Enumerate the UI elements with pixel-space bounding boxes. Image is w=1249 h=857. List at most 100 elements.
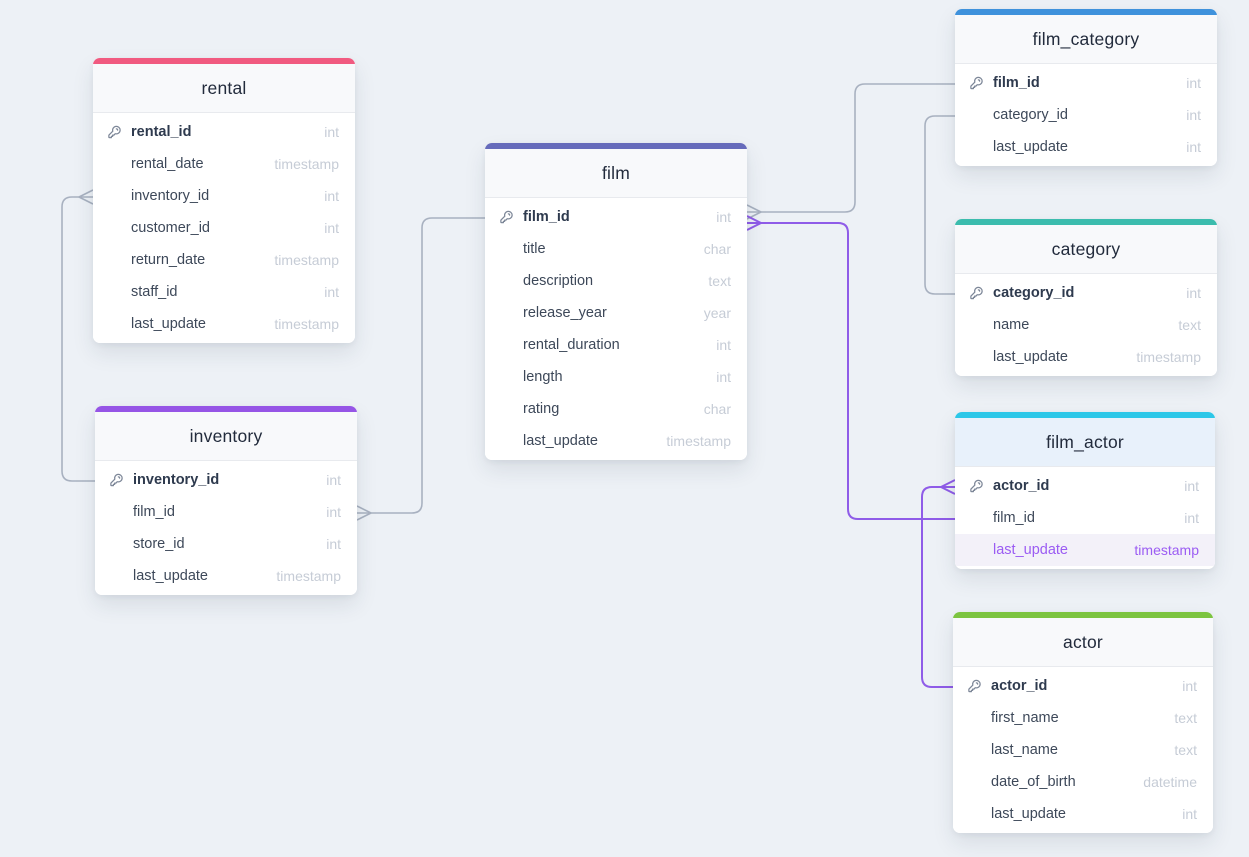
- field-list: film_id int title char description text releas…: [485, 198, 747, 460]
- field-row-store_id[interactable]: store_id int: [95, 528, 357, 560]
- field-type: int: [1186, 75, 1201, 91]
- field-row-return_date[interactable]: return_date timestamp: [93, 244, 355, 276]
- field-name: last_update: [991, 806, 1066, 822]
- field-row-film_id[interactable]: film_id int: [955, 502, 1215, 534]
- field-row-last_update[interactable]: last_update timestamp: [95, 560, 357, 592]
- field-name: name: [993, 317, 1030, 333]
- table-film[interactable]: film film_id int title char description text re…: [485, 143, 747, 460]
- field-type: datetime: [1143, 774, 1197, 790]
- table-title: rental: [93, 64, 355, 113]
- field-row-rating[interactable]: rating char: [485, 393, 747, 425]
- relationship-film_category-category[interactable]: [924, 115, 955, 295]
- field-type: int: [1186, 107, 1201, 123]
- field-name: rental_date: [131, 156, 204, 172]
- field-name: film_id: [523, 209, 570, 225]
- field-row-film_id[interactable]: film_id int: [955, 67, 1217, 99]
- field-type: int: [324, 124, 339, 140]
- field-row-length[interactable]: length int: [485, 361, 747, 393]
- field-name: film_id: [133, 504, 175, 520]
- field-name: rating: [523, 401, 560, 417]
- table-accent-bar: [95, 406, 357, 412]
- field-row-last_update[interactable]: last_update timestamp: [955, 534, 1215, 566]
- table-actor[interactable]: actor actor_id int first_name text last_name t…: [953, 612, 1213, 833]
- field-row-release_year[interactable]: release_year year: [485, 297, 747, 329]
- field-list: inventory_id int film_id int store_id int last…: [95, 461, 357, 595]
- field-row-last_update[interactable]: last_update timestamp: [485, 425, 747, 457]
- field-type: char: [703, 401, 731, 417]
- field-name: last_update: [133, 568, 208, 584]
- field-row-rental_id[interactable]: rental_id int: [93, 116, 355, 148]
- relationship-film_actor-actor[interactable]: [921, 486, 955, 688]
- primary-key-icon: [969, 286, 984, 301]
- field-row-rental_date[interactable]: rental_date timestamp: [93, 148, 355, 180]
- field-row-title[interactable]: title char: [485, 233, 747, 265]
- field-list: actor_id int film_id int last_update timestam…: [955, 467, 1215, 569]
- field-name: last_update: [993, 542, 1068, 558]
- field-row-inventory_id[interactable]: inventory_id int: [93, 180, 355, 212]
- field-type: text: [1174, 710, 1197, 726]
- table-film_category[interactable]: film_category film_id int category_id int las…: [955, 9, 1217, 166]
- table-title: film_category: [955, 15, 1217, 64]
- crowfoot-film_actor-actor_id: [940, 479, 956, 495]
- relationship-film-film_category[interactable]: [747, 83, 955, 213]
- field-row-first_name[interactable]: first_name text: [953, 702, 1213, 734]
- field-name: inventory_id: [133, 472, 220, 488]
- table-accent-bar: [485, 143, 747, 149]
- table-film_actor[interactable]: film_actor actor_id int film_id int last_upda…: [955, 412, 1215, 569]
- field-name: date_of_birth: [991, 774, 1076, 790]
- field-name: film_id: [993, 510, 1035, 526]
- primary-key-icon: [967, 679, 982, 694]
- field-row-rental_duration[interactable]: rental_duration int: [485, 329, 747, 361]
- field-row-inventory_id[interactable]: inventory_id int: [95, 464, 357, 496]
- field-name: last_name: [991, 742, 1058, 758]
- field-name: rental_duration: [523, 337, 620, 353]
- field-name: inventory_id: [131, 188, 210, 204]
- field-row-category_id[interactable]: category_id int: [955, 99, 1217, 131]
- table-rental[interactable]: rental rental_id int rental_date timestamp in…: [93, 58, 355, 343]
- field-list: actor_id int first_name text last_name text da…: [953, 667, 1213, 833]
- field-name: return_date: [131, 252, 206, 268]
- crowfoot-rental-inventory_id: [78, 189, 94, 205]
- relationship-film-film_actor[interactable]: [747, 222, 955, 520]
- field-row-last_update[interactable]: last_update int: [953, 798, 1213, 830]
- relationship-inventory-film[interactable]: [357, 217, 485, 514]
- field-row-name[interactable]: name text: [955, 309, 1217, 341]
- table-category[interactable]: category category_id int name text last_updat…: [955, 219, 1217, 376]
- table-title: film_actor: [955, 418, 1215, 467]
- field-row-last_update[interactable]: last_update timestamp: [955, 341, 1217, 373]
- field-name: last_update: [993, 349, 1068, 365]
- field-name: length: [523, 369, 563, 385]
- field-name: last_update: [993, 139, 1068, 155]
- field-name: description: [523, 273, 594, 289]
- field-name: last_update: [131, 316, 206, 332]
- field-row-actor_id[interactable]: actor_id int: [955, 470, 1215, 502]
- field-row-last_update[interactable]: last_update timestamp: [93, 308, 355, 340]
- field-type: int: [324, 188, 339, 204]
- field-row-category_id[interactable]: category_id int: [955, 277, 1217, 309]
- field-list: film_id int category_id int last_update int: [955, 64, 1217, 166]
- field-type: timestamp: [1136, 349, 1201, 365]
- field-row-last_update[interactable]: last_update int: [955, 131, 1217, 163]
- field-row-customer_id[interactable]: customer_id int: [93, 212, 355, 244]
- field-type: timestamp: [274, 156, 339, 172]
- crowfoot-film-film_id: [746, 215, 762, 231]
- table-accent-bar: [953, 612, 1213, 618]
- field-row-date_of_birth[interactable]: date_of_birth datetime: [953, 766, 1213, 798]
- field-row-last_name[interactable]: last_name text: [953, 734, 1213, 766]
- field-name: category_id: [993, 107, 1068, 123]
- field-row-film_id[interactable]: film_id int: [95, 496, 357, 528]
- field-row-actor_id[interactable]: actor_id int: [953, 670, 1213, 702]
- relationship-rental-inventory[interactable]: [61, 196, 95, 482]
- field-list: rental_id int rental_date timestamp inventor…: [93, 113, 355, 343]
- field-type: char: [703, 241, 731, 257]
- field-row-film_id[interactable]: film_id int: [485, 201, 747, 233]
- field-row-description[interactable]: description text: [485, 265, 747, 297]
- field-row-staff_id[interactable]: staff_id int: [93, 276, 355, 308]
- table-inventory[interactable]: inventory inventory_id int film_id int store_…: [95, 406, 357, 595]
- field-name: staff_id: [131, 284, 178, 300]
- field-type: int: [716, 369, 731, 385]
- field-type: timestamp: [666, 433, 731, 449]
- primary-key-icon: [969, 479, 984, 494]
- crowfoot-inventory-film_id: [356, 505, 372, 521]
